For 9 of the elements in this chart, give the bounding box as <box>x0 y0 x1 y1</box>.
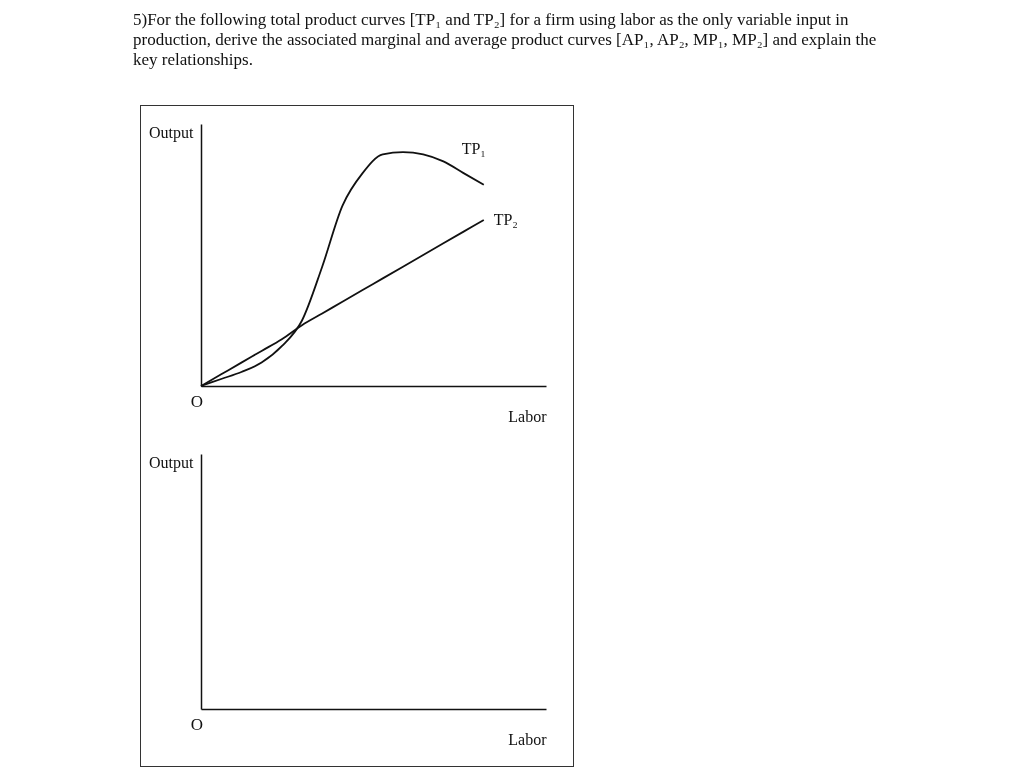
series-label: TP₂ <box>493 210 518 228</box>
y-axis-title: Output <box>149 123 195 142</box>
text: O <box>190 392 204 411</box>
text: O <box>190 715 204 734</box>
chart-title: 5)For the following total product curves [TP₁ and TP₂] for a firm using labor as the only variable input in production, derive the associated marginal and average product curves [AP₁, AP₂, MP₁, MP₂] and explain the key relationships. <box>133 10 878 70</box>
x-axis-title: Labor <box>508 407 548 425</box>
text: Output <box>149 453 195 472</box>
text: Labor <box>508 730 548 748</box>
series-label: TP₁ <box>461 139 486 157</box>
